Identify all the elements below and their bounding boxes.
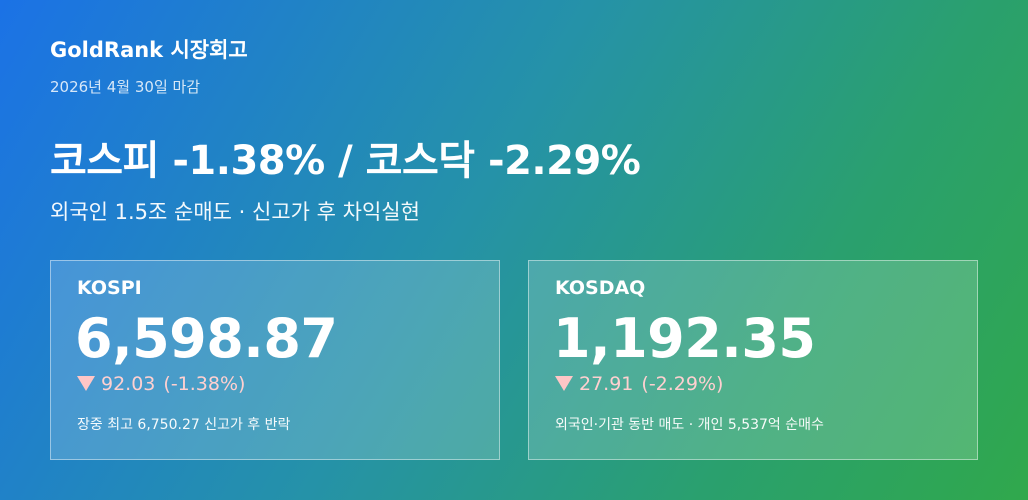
index-change: 27.91 (-2.29%): [555, 373, 723, 395]
index-value: 6,598.87: [75, 307, 338, 370]
down-arrow: [555, 376, 573, 391]
date: 2026년 4월 30일 마감: [50, 78, 201, 96]
index-card: KOSPI 6,598.87 92.03 (-1.38%) 장중 최고 6,750…: [50, 260, 500, 460]
change-percent: (-2.29%): [641, 373, 724, 395]
index-note: 외국인·기관 동반 매도 · 개인 5,537억 순매수: [555, 417, 824, 433]
subheadline: 외국인 1.5조 순매도 · 신고가 후 차익실현: [50, 200, 420, 224]
change-value: 92.03: [101, 373, 156, 395]
index-card: KOSDAQ 1,192.35 27.91 (-2.29%) 외국인·기관 동반 …: [528, 260, 978, 460]
index-name: KOSDAQ: [555, 277, 646, 299]
headline: 코스피 -1.38% / 코스닥 -2.29%: [50, 138, 641, 184]
brand: GoldRank 시장회고: [50, 38, 248, 62]
change-percent: (-1.38%): [163, 373, 246, 395]
index-name: KOSPI: [77, 277, 142, 299]
index-change: 92.03 (-1.38%): [77, 373, 245, 395]
index-value: 1,192.35: [553, 307, 816, 370]
change-value: 27.91: [579, 373, 634, 395]
index-note: 장중 최고 6,750.27 신고가 후 반락: [77, 417, 291, 433]
down-arrow: [77, 376, 95, 391]
